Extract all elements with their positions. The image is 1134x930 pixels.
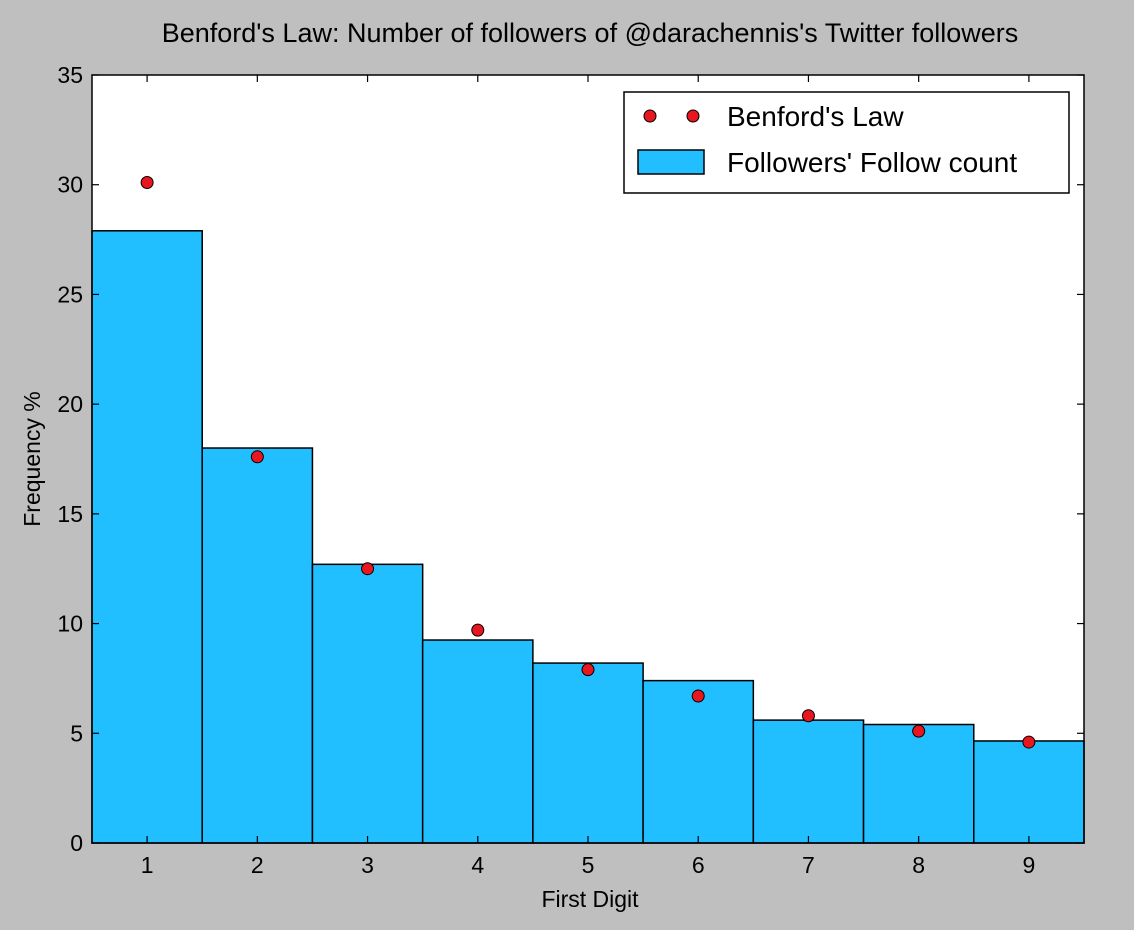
y-tick-label: 35 bbox=[57, 62, 83, 88]
bar-digit-4 bbox=[421, 639, 534, 844]
y-tick-label: 5 bbox=[70, 720, 83, 746]
benford-point-2 bbox=[250, 450, 264, 464]
x-tick-label: 3 bbox=[361, 852, 374, 878]
y-tick-label: 25 bbox=[57, 281, 83, 307]
x-tick-label: 5 bbox=[582, 852, 595, 878]
bar-digit-7 bbox=[752, 719, 865, 844]
x-tick-label: 9 bbox=[1022, 852, 1035, 878]
x-tick-label: 8 bbox=[912, 852, 925, 878]
bar-digit-6 bbox=[642, 679, 755, 844]
plot-area: 0 5 10 15 20 25 30 35 1 2 3 4 5 6 7 8 9 bbox=[57, 62, 1085, 878]
x-tick-label: 4 bbox=[471, 852, 484, 878]
x-tick-label: 2 bbox=[251, 852, 264, 878]
x-axis-label: First Digit bbox=[541, 886, 639, 912]
legend-bar-swatch bbox=[637, 149, 705, 175]
benford-point-3 bbox=[361, 562, 375, 576]
benford-point-4 bbox=[471, 623, 485, 637]
legend-marker-dot bbox=[686, 109, 700, 123]
y-tick-label: 20 bbox=[57, 391, 83, 417]
bar-digit-9 bbox=[973, 740, 1085, 844]
bar-series bbox=[91, 230, 1085, 844]
legend-label-followers: Followers' Follow count bbox=[727, 147, 1017, 178]
bar-digit-3 bbox=[311, 563, 424, 844]
benford-point-5 bbox=[581, 663, 595, 677]
y-tick-label: 30 bbox=[57, 172, 83, 198]
x-tick-label: 1 bbox=[141, 852, 154, 878]
bar-digit-8 bbox=[862, 723, 975, 844]
x-axis-ticks: 1 2 3 4 5 6 7 8 9 bbox=[141, 75, 1035, 878]
y-tick-label: 15 bbox=[57, 501, 83, 527]
y-axis-label: Frequency % bbox=[19, 391, 45, 527]
chart-title: Benford's Law: Number of followers of @d… bbox=[162, 18, 1019, 48]
x-tick-label: 6 bbox=[692, 852, 705, 878]
bar-digit-1 bbox=[91, 230, 203, 844]
y-tick-label: 0 bbox=[70, 830, 83, 856]
legend: Benford's Law Followers' Follow count bbox=[623, 91, 1070, 194]
y-axis-ticks: 0 5 10 15 20 25 30 35 bbox=[57, 62, 1084, 856]
legend-label-benford: Benford's Law bbox=[727, 101, 904, 132]
x-tick-label: 7 bbox=[802, 852, 815, 878]
benford-point-1 bbox=[140, 176, 154, 190]
legend-marker-dot bbox=[643, 109, 657, 123]
bar-digit-5 bbox=[532, 662, 644, 844]
legend-box bbox=[623, 91, 1070, 194]
bar-digit-2 bbox=[201, 447, 314, 844]
benford-point-6 bbox=[691, 689, 705, 703]
y-tick-label: 10 bbox=[57, 611, 83, 637]
benford-point-9 bbox=[1022, 735, 1036, 749]
benford-point-8 bbox=[912, 724, 926, 738]
benford-point-7 bbox=[801, 709, 815, 723]
marker-series bbox=[140, 176, 1036, 749]
